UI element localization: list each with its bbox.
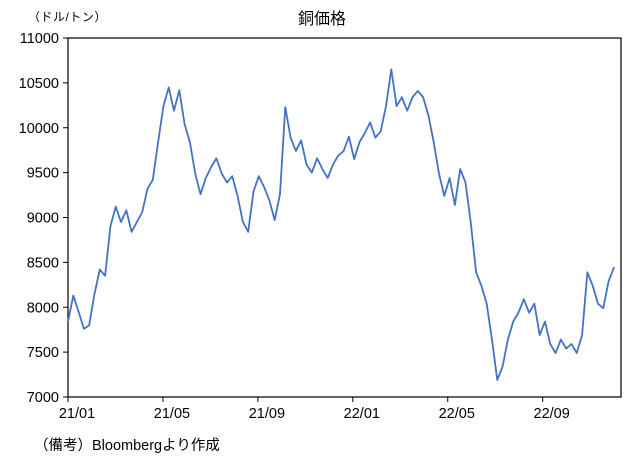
y-tick-label: 10000	[19, 121, 59, 137]
plot-border	[67, 37, 622, 398]
y-axis-unit-label: （ドル/トン）	[28, 10, 107, 24]
y-tick-label: 7500	[27, 345, 59, 361]
y-tick-label: 8000	[27, 300, 59, 316]
y-tick-label: 11000	[20, 31, 59, 47]
x-tick-label: 21/01	[59, 406, 95, 422]
x-tick-label: 22/09	[534, 406, 570, 422]
chart-title: 銅価格	[297, 11, 346, 28]
y-tick-label: 9500	[27, 166, 59, 182]
y-tick-label: 8500	[27, 255, 59, 271]
source-note: （備考）Bloombergより作成	[34, 438, 220, 454]
y-tick-label: 10500	[19, 76, 59, 92]
x-tick-label: 21/05	[154, 406, 190, 422]
x-tick-label: 22/01	[344, 406, 380, 422]
x-tick-label: 22/05	[439, 406, 475, 422]
y-tick-label: 9000	[27, 211, 59, 227]
price-line	[67, 68, 615, 381]
y-tick-label: 7000	[27, 390, 59, 406]
x-tick-label: 21/09	[249, 406, 285, 422]
